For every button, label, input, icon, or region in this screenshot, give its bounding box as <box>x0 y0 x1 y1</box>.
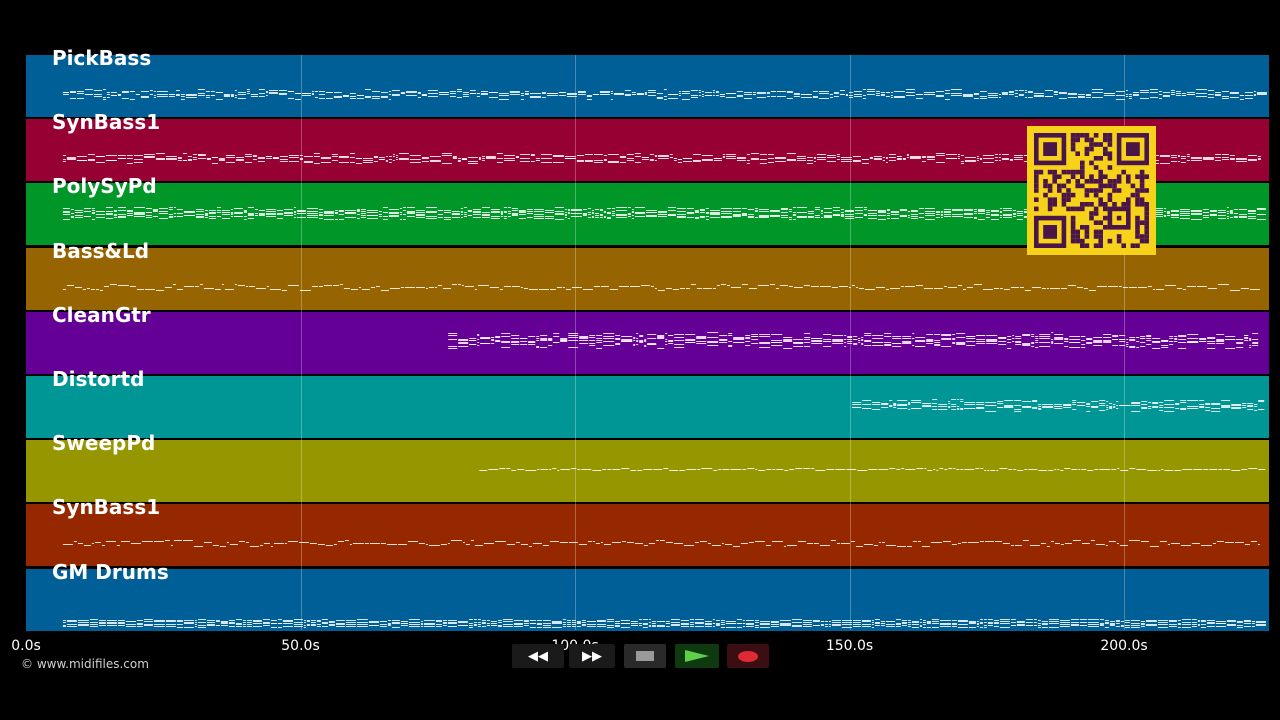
track-notes <box>852 399 1265 412</box>
stop-icon <box>636 651 654 661</box>
track-name: Bass&Ld <box>52 238 150 263</box>
time-gridline <box>1124 55 1125 630</box>
fast-forward-icon: ▶▶ <box>582 648 602 664</box>
track-notes <box>62 618 1266 628</box>
track-name: GM Drums <box>52 559 169 584</box>
track-name: PickBass <box>52 46 152 70</box>
qr-code-icon <box>1027 126 1156 255</box>
track-notes <box>448 331 1259 349</box>
time-tick-label: 0.0s <box>11 638 41 654</box>
track-name: Distortd <box>52 367 145 391</box>
time-tick-label: 200.0s <box>1100 638 1148 654</box>
fast-forward-button[interactable]: ▶▶ <box>569 644 615 668</box>
time-gridline <box>300 55 302 630</box>
record-icon <box>738 650 758 662</box>
time-tick-label: 150.0s <box>825 638 874 654</box>
track-name: CleanGtr <box>52 302 151 327</box>
play-button[interactable] <box>675 644 719 668</box>
track-name: SynBass1 <box>52 110 161 135</box>
record-button[interactable] <box>727 644 769 668</box>
time-gridline <box>849 55 851 630</box>
rewind-icon: ◀◀ <box>528 648 548 664</box>
track-name: SynBass1 <box>52 495 161 520</box>
track-notes <box>62 207 1266 221</box>
rewind-button[interactable]: ◀◀ <box>512 644 564 668</box>
track-name: SweepPd <box>52 431 156 456</box>
track-notes <box>62 283 1260 291</box>
track-name: PolySyPd <box>52 174 157 199</box>
track-notes <box>62 540 1260 548</box>
copyright-text: © www.midifiles.com <box>21 657 149 671</box>
stop-button[interactable] <box>624 644 666 668</box>
track-notes <box>479 468 1266 472</box>
time-tick-label: 50.0s <box>281 638 320 654</box>
track-lane[interactable] <box>26 504 1269 567</box>
play-icon <box>685 650 709 662</box>
time-gridline <box>575 55 576 630</box>
track-lane[interactable] <box>26 247 1269 310</box>
track-lane[interactable] <box>26 55 1269 117</box>
track-notes <box>62 89 1267 100</box>
